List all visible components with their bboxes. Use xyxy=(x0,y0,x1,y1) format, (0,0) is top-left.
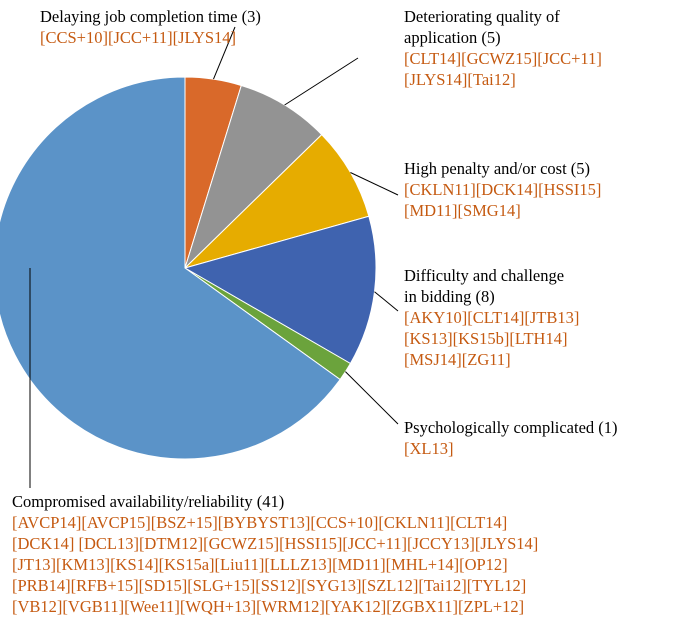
pie-slices xyxy=(0,76,377,460)
slice-refs: [AVCP14][AVCP15][BSZ+15][BYBYST13][CCS+1… xyxy=(12,513,508,532)
slice-name: Psychologically complicated (1) xyxy=(404,418,618,437)
slice-refs: [VB12][VGB11][Wee11][WQH+13][WRM12][YAK1… xyxy=(12,597,525,616)
leader-line xyxy=(350,172,399,196)
slice-name: Delaying job completion time (3) xyxy=(40,7,261,26)
slice-name-line: Difficulty and challenge xyxy=(404,266,565,285)
slice-refs: [MD11][SMG14] xyxy=(404,201,521,220)
leader-line xyxy=(374,291,399,312)
label-psychologically-complicated: Psychologically complicated (1) [XL13] xyxy=(404,417,618,459)
leader-lines xyxy=(29,26,399,488)
slice-refs: [DCK14] [DCL13][DTM12][GCWZ15][HSSI15][J… xyxy=(12,534,539,553)
slice-name: Compromised availability/reliability (41… xyxy=(12,492,285,511)
slice-refs: [CKLN11][DCK14][HSSI15] xyxy=(404,180,602,199)
slice-refs: [PRB14][RFB+15][SD15][SLG+15][SS12][SYG1… xyxy=(12,576,527,595)
slice-refs: [XL13] xyxy=(404,439,454,458)
slice-refs: [MSJ14][ZG11] xyxy=(404,350,511,369)
pie-slice-compromised-availability-reliability-41 xyxy=(0,76,341,460)
slice-refs: [AKY10][CLT14][JTB13] xyxy=(404,308,580,327)
slice-refs: [CLT14][GCWZ15][JCC+11] xyxy=(404,49,602,68)
slice-name-line: Deteriorating quality of xyxy=(404,7,560,26)
slice-refs: [CCS+10][JCC+11][JLYS14] xyxy=(40,28,237,47)
label-delaying-job-completion: Delaying job completion time (3) [CCS+10… xyxy=(40,6,261,48)
leader-line xyxy=(284,57,359,106)
slice-refs: [JT13][KM13][KS14][KS15a][Liu11][LLLZ13]… xyxy=(12,555,508,574)
pie-slice-high-penalty-and-or-cost-5 xyxy=(184,133,370,269)
slice-refs: [JLYS14][Tai12] xyxy=(404,70,516,89)
slice-name-line: in bidding (8) xyxy=(404,287,495,306)
slice-refs: [KS13][KS15b][LTH14] xyxy=(404,329,568,348)
slice-name-line: application (5) xyxy=(404,28,501,47)
label-high-penalty: High penalty and/or cost (5) [CKLN11][DC… xyxy=(404,158,601,221)
slice-name: High penalty and/or cost (5) xyxy=(404,159,591,178)
leader-line xyxy=(213,26,236,80)
label-deteriorating-quality: Deteriorating quality of application (5)… xyxy=(404,6,602,90)
leader-line xyxy=(345,371,399,425)
pie-slice-deteriorating-quality-of-application-5 xyxy=(184,84,323,269)
label-difficulty-bidding: Difficulty and challenge in bidding (8) … xyxy=(404,265,579,370)
label-compromised-availability: Compromised availability/reliability (41… xyxy=(12,491,538,617)
